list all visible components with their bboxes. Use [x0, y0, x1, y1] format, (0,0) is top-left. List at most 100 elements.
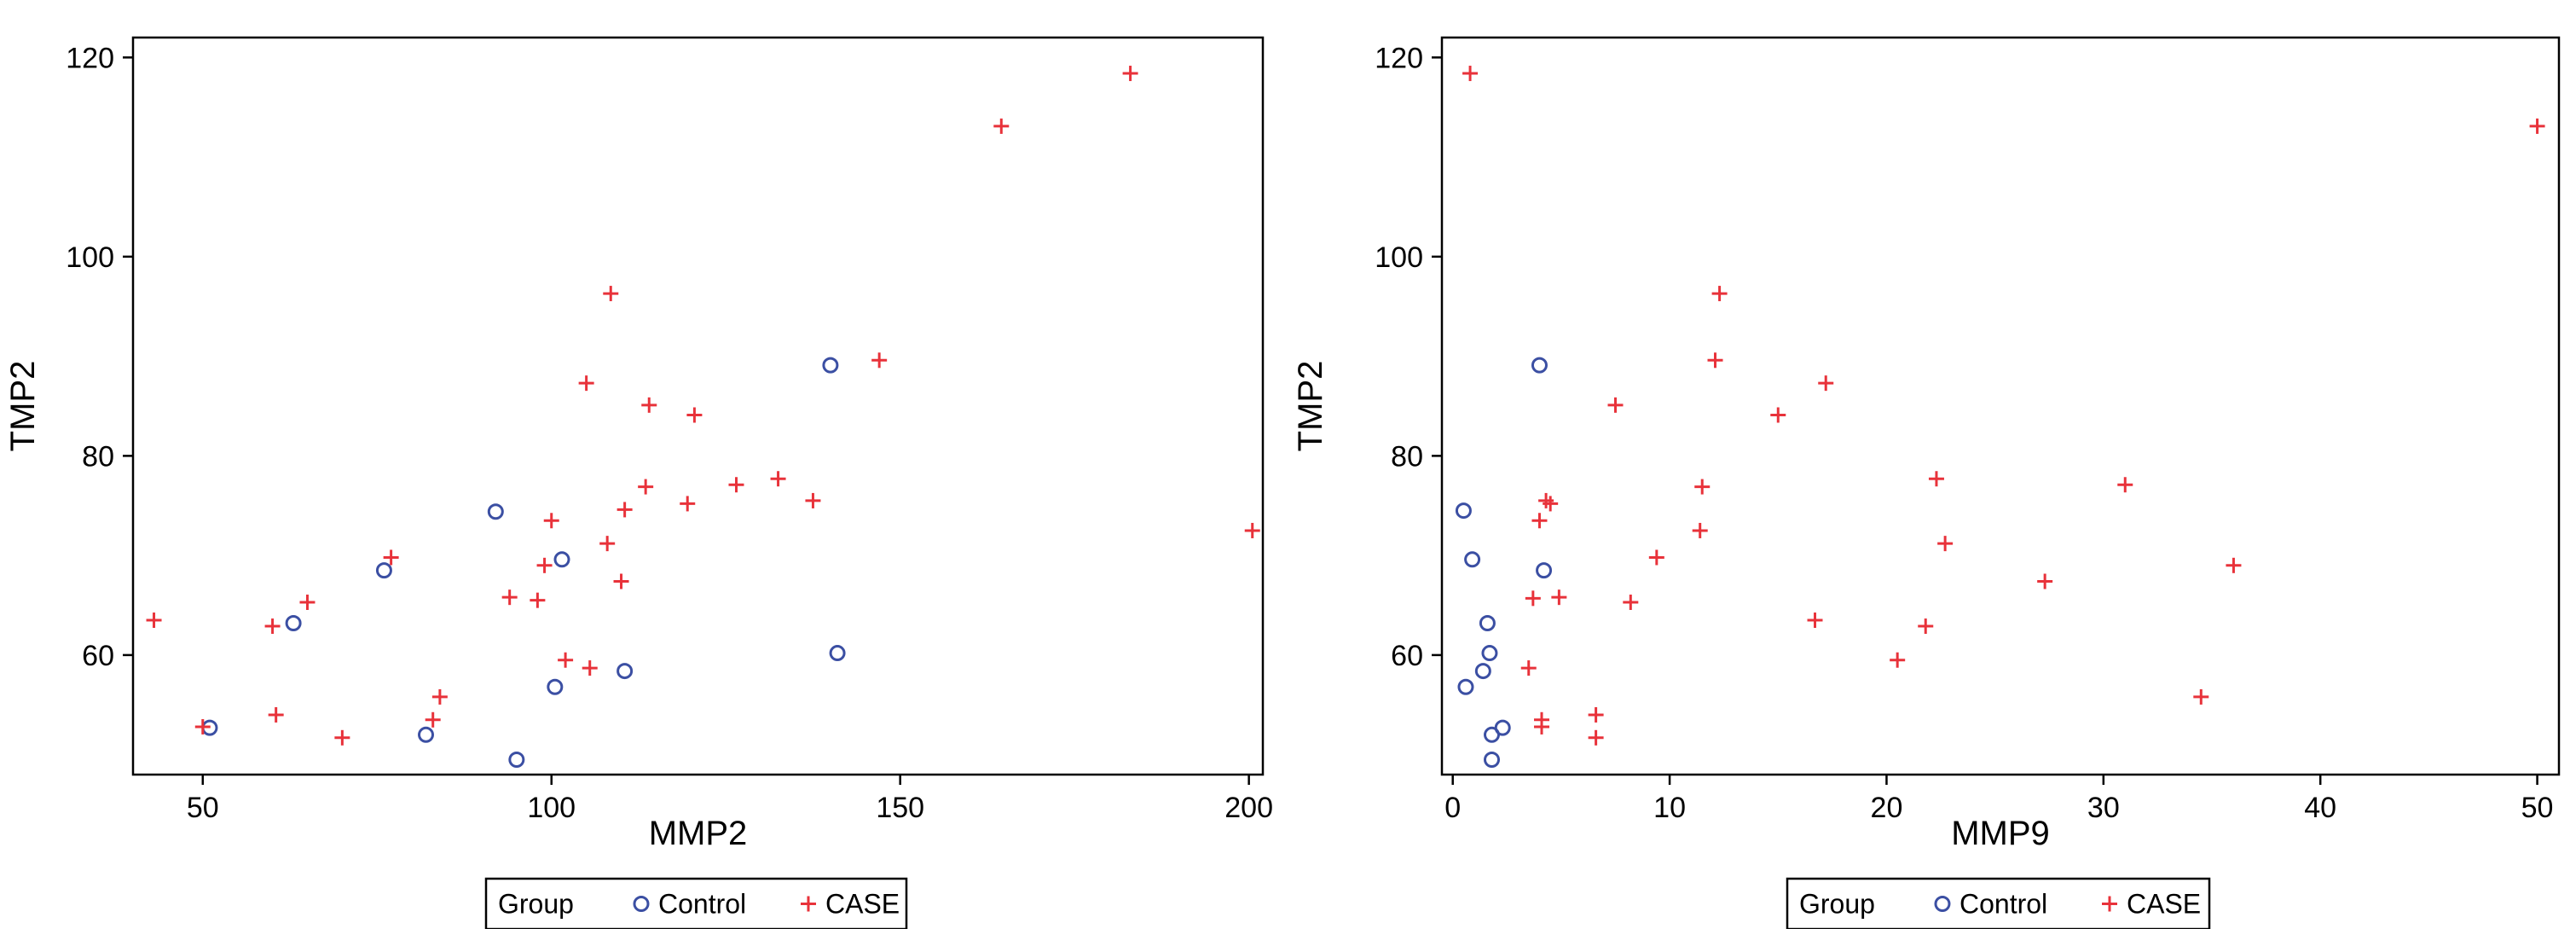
point-case [558, 652, 574, 668]
point-case [1648, 549, 1664, 566]
legend-marker-case [801, 896, 816, 912]
legend: Group Control CASE [1786, 877, 2211, 929]
point-control [553, 551, 570, 568]
point-control [1536, 562, 1553, 579]
point-control [1479, 615, 1496, 632]
point-control [1474, 663, 1491, 680]
y-tick-label: 80 [1391, 440, 1423, 473]
point-case [599, 536, 616, 552]
legend: Group Control CASE [484, 877, 908, 929]
point-control [1455, 502, 1472, 520]
point-case [1462, 66, 1479, 82]
scatter-chart-mmp2-tmp2: 50 100 150 200 60 80 100 120 MMP2 TMP2 Group Contro… [4, 36, 1273, 929]
point-case [383, 549, 399, 566]
point-case [680, 496, 696, 512]
point-case [993, 118, 1010, 134]
legend-title: Group [498, 889, 574, 920]
point-case [431, 688, 448, 705]
x-tick-label: 30 [2087, 792, 2120, 824]
x-axis-title: MMP9 [1951, 815, 2050, 852]
plot-frame [1440, 36, 2561, 776]
point-control [1531, 357, 1548, 374]
point-control [1484, 751, 1501, 768]
point-control [418, 726, 435, 743]
point-case [638, 479, 654, 495]
point-case [194, 718, 211, 734]
point-case [501, 589, 518, 606]
point-case [2117, 477, 2133, 493]
point-case [2226, 557, 2242, 573]
point-case [1707, 352, 1723, 369]
point-control [1481, 645, 1498, 662]
point-case [536, 557, 553, 573]
point-case [770, 471, 786, 487]
point-case [1520, 660, 1537, 676]
point-case [1937, 536, 1954, 552]
point-case [871, 352, 888, 369]
point-case [1588, 706, 1604, 723]
x-tick-label: 200 [1224, 792, 1273, 824]
y-tick-label: 100 [66, 241, 114, 274]
legend-label-case: CASE [825, 889, 900, 920]
point-case [1928, 471, 1944, 487]
point-case [1694, 479, 1711, 495]
point-case [2037, 573, 2053, 589]
x-tick-label: 50 [187, 792, 219, 824]
x-tick-label: 150 [876, 792, 924, 824]
legend-marker-control [1934, 896, 1951, 912]
legend-box [1786, 877, 2211, 929]
point-case [1588, 729, 1604, 746]
point-control [375, 562, 392, 579]
legend-marker-control [633, 896, 650, 912]
point-control [829, 645, 846, 662]
point-control [285, 615, 302, 632]
plot-frame [131, 36, 1265, 776]
point-case [1244, 522, 1260, 538]
point-control [487, 503, 504, 520]
point-case [334, 729, 350, 746]
point-case [264, 618, 281, 635]
point-case [2529, 118, 2545, 134]
y-tick-label: 60 [82, 640, 114, 672]
point-case [613, 573, 629, 589]
y-axis-title: TMP2 [4, 361, 42, 452]
y-axis-title: TMP2 [1292, 361, 1329, 452]
y-tick-label: 80 [82, 440, 114, 473]
y-tick-label: 120 [66, 42, 114, 74]
point-case [146, 613, 162, 629]
point-control [617, 663, 634, 680]
point-case [1525, 590, 1541, 607]
x-tick-label: 50 [2521, 792, 2554, 824]
point-case [543, 513, 559, 529]
point-case [1711, 286, 1728, 302]
point-case [641, 397, 657, 413]
point-case [268, 706, 284, 723]
data-points [146, 66, 1260, 768]
point-case [1890, 652, 1906, 668]
legend-label-control: Control [1959, 889, 2047, 920]
point-case [805, 492, 821, 508]
point-control [1457, 678, 1474, 695]
legend-label-case: CASE [2127, 889, 2201, 920]
point-case [686, 407, 703, 423]
point-case [530, 592, 546, 608]
point-case [1531, 513, 1548, 529]
point-case [1818, 375, 1834, 392]
point-case [425, 711, 441, 728]
point-case [1770, 407, 1786, 423]
point-case [1607, 397, 1624, 413]
point-case [1543, 496, 1559, 512]
x-tick-label: 0 [1444, 792, 1461, 824]
y-tick-label: 120 [1375, 42, 1423, 74]
point-case [1692, 522, 1708, 538]
point-control [1494, 719, 1511, 736]
point-case [2193, 688, 2209, 705]
y-tick-label: 100 [1375, 241, 1423, 274]
x-tick-label: 40 [2304, 792, 2336, 824]
point-case [299, 595, 315, 611]
x-tick-label: 100 [527, 792, 576, 824]
legend-label-control: Control [658, 889, 746, 920]
point-control [508, 751, 525, 768]
x-tick-label: 20 [1871, 792, 1903, 824]
point-case [1807, 613, 1823, 629]
